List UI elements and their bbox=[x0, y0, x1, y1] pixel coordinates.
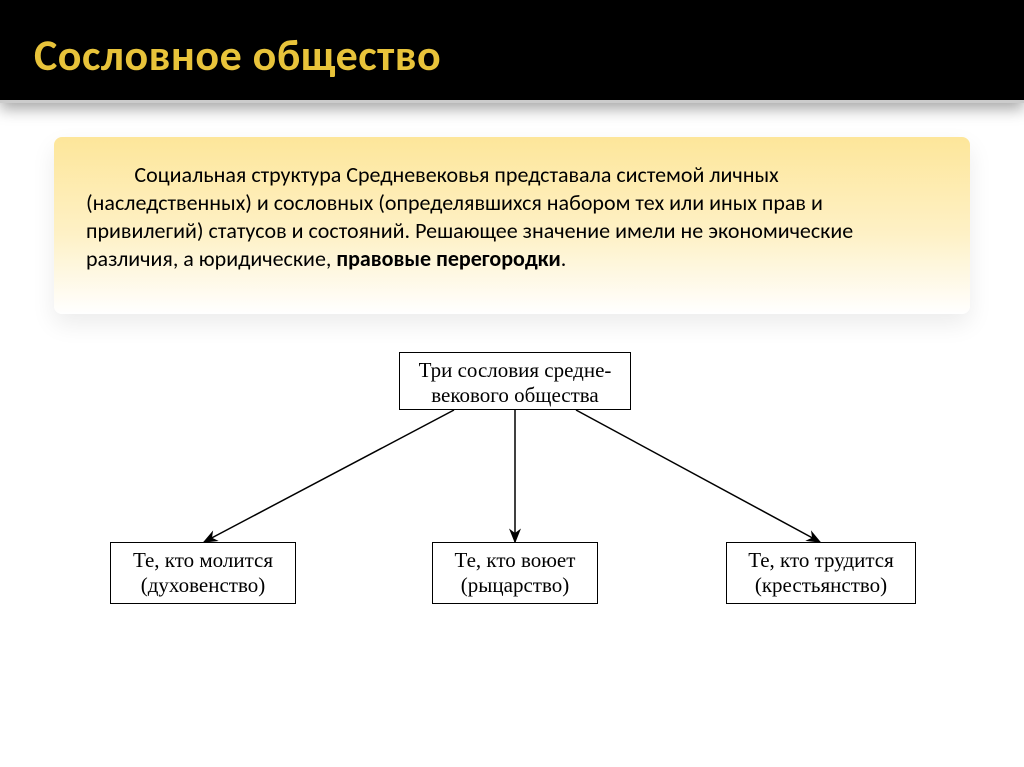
node-right: Те, кто трудится (крестьянство) bbox=[726, 542, 916, 604]
info-text-bold: правовые перегородки bbox=[336, 245, 560, 272]
edge-root-right bbox=[576, 410, 820, 542]
tree-diagram: Три сословия средне- векового общества Те… bbox=[54, 324, 970, 684]
info-paragraph: Социальная структура Средневековья предс… bbox=[86, 161, 938, 274]
info-text-suffix: . bbox=[561, 245, 567, 272]
node-left: Те, кто молится (духовенство) bbox=[110, 542, 296, 604]
node-mid: Те, кто воюет (рыцарство) bbox=[432, 542, 598, 604]
slide-header: Сословное общество bbox=[0, 0, 1024, 103]
info-box: Социальная структура Средневековья предс… bbox=[54, 137, 970, 314]
node-root: Три сословия средне- векового общества bbox=[399, 352, 631, 410]
content-area: Социальная структура Средневековья предс… bbox=[0, 103, 1024, 684]
edge-root-left bbox=[204, 410, 454, 542]
slide-title: Сословное общество bbox=[34, 28, 1024, 82]
